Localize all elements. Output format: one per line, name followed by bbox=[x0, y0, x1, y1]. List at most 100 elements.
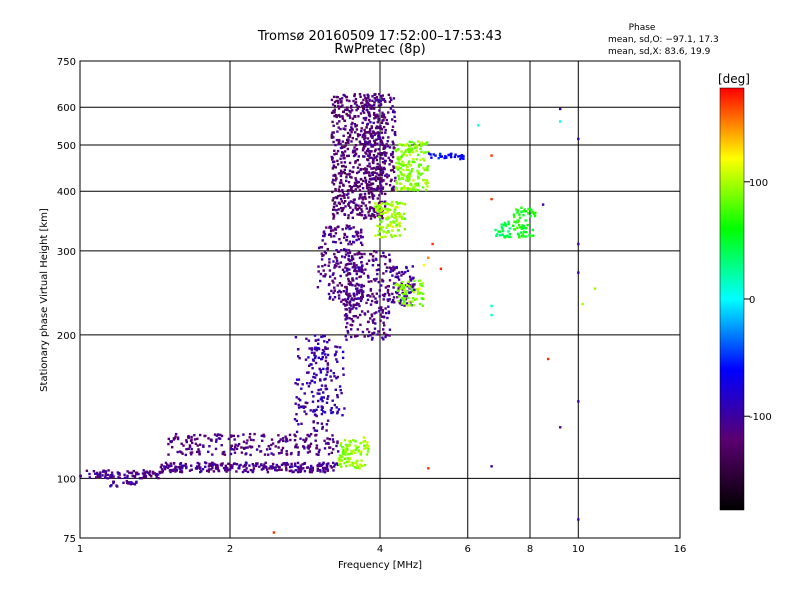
data-point bbox=[372, 295, 375, 298]
data-point bbox=[357, 105, 361, 108]
data-point bbox=[381, 113, 384, 117]
data-point bbox=[386, 291, 390, 294]
data-point bbox=[349, 200, 352, 203]
data-point bbox=[334, 196, 338, 199]
data-point bbox=[520, 210, 523, 213]
data-point bbox=[355, 264, 358, 267]
data-point bbox=[314, 339, 318, 342]
data-point bbox=[336, 360, 339, 363]
data-point bbox=[381, 157, 385, 160]
data-point bbox=[393, 208, 397, 211]
data-point bbox=[348, 99, 351, 103]
data-point bbox=[397, 157, 400, 161]
data-point bbox=[307, 447, 310, 450]
data-point bbox=[319, 378, 322, 381]
data-point bbox=[401, 144, 405, 147]
data-point bbox=[211, 453, 214, 456]
data-point bbox=[356, 253, 359, 256]
data-point bbox=[344, 285, 347, 289]
data-point bbox=[374, 116, 377, 119]
data-point bbox=[374, 297, 377, 300]
data-point bbox=[361, 143, 364, 146]
data-point bbox=[368, 162, 371, 165]
data-point bbox=[354, 178, 358, 182]
data-point bbox=[196, 461, 199, 465]
data-point bbox=[425, 179, 429, 182]
data-point bbox=[364, 268, 367, 271]
data-point bbox=[513, 228, 517, 231]
data-point bbox=[397, 212, 400, 215]
data-point bbox=[268, 447, 272, 450]
data-point bbox=[329, 229, 333, 233]
data-point bbox=[338, 190, 341, 193]
data-point bbox=[372, 113, 376, 116]
data-point bbox=[411, 160, 414, 164]
data-point bbox=[159, 466, 163, 469]
data-point bbox=[340, 455, 344, 458]
data-point bbox=[370, 206, 374, 210]
data-point bbox=[380, 131, 384, 134]
data-point bbox=[369, 150, 372, 153]
data-point bbox=[353, 181, 357, 185]
data-point bbox=[525, 230, 528, 234]
data-point bbox=[394, 186, 398, 189]
data-point bbox=[324, 384, 327, 387]
data-point bbox=[353, 235, 356, 238]
data-point bbox=[329, 227, 333, 230]
data-point bbox=[422, 178, 425, 182]
data-point bbox=[304, 405, 307, 408]
data-point bbox=[394, 206, 397, 209]
data-point bbox=[128, 471, 131, 474]
data-point bbox=[280, 451, 283, 454]
data-point bbox=[174, 465, 177, 468]
data-point bbox=[137, 472, 140, 476]
data-point bbox=[174, 432, 178, 436]
data-point bbox=[377, 233, 380, 236]
data-point bbox=[398, 178, 401, 181]
data-point bbox=[235, 470, 238, 473]
data-point bbox=[364, 181, 368, 184]
data-point bbox=[334, 345, 337, 348]
data-point bbox=[377, 280, 380, 284]
data-point bbox=[371, 195, 374, 199]
data-point bbox=[166, 463, 169, 466]
data-point bbox=[145, 470, 148, 473]
data-point bbox=[408, 275, 412, 278]
data-point bbox=[367, 148, 370, 151]
data-point bbox=[340, 249, 343, 252]
data-point bbox=[362, 202, 365, 205]
data-point bbox=[392, 170, 396, 174]
data-point bbox=[364, 197, 367, 200]
data-point bbox=[123, 476, 127, 479]
data-point bbox=[207, 468, 211, 471]
data-point bbox=[249, 453, 252, 457]
data-point bbox=[403, 297, 407, 300]
data-point bbox=[274, 468, 277, 472]
data-point bbox=[112, 480, 115, 483]
data-point bbox=[377, 148, 380, 151]
data-point bbox=[357, 204, 360, 207]
data-point bbox=[330, 136, 334, 139]
data-point bbox=[132, 469, 135, 473]
stats-heading: Phase bbox=[629, 23, 656, 33]
data-point bbox=[519, 226, 522, 229]
data-point bbox=[477, 124, 480, 127]
data-point bbox=[133, 483, 137, 486]
data-point bbox=[365, 101, 368, 105]
data-point bbox=[342, 290, 345, 293]
data-point bbox=[354, 152, 358, 155]
data-point bbox=[357, 180, 360, 184]
data-point bbox=[297, 397, 301, 401]
data-point bbox=[341, 356, 345, 360]
data-point bbox=[370, 313, 373, 316]
data-point bbox=[411, 286, 414, 289]
data-point bbox=[381, 293, 385, 297]
data-point bbox=[365, 126, 368, 129]
data-point bbox=[323, 234, 326, 238]
data-point bbox=[342, 448, 345, 452]
data-point bbox=[387, 310, 391, 313]
data-point bbox=[185, 465, 188, 468]
data-point bbox=[409, 278, 412, 281]
data-point bbox=[155, 472, 158, 476]
data-point bbox=[354, 266, 357, 270]
